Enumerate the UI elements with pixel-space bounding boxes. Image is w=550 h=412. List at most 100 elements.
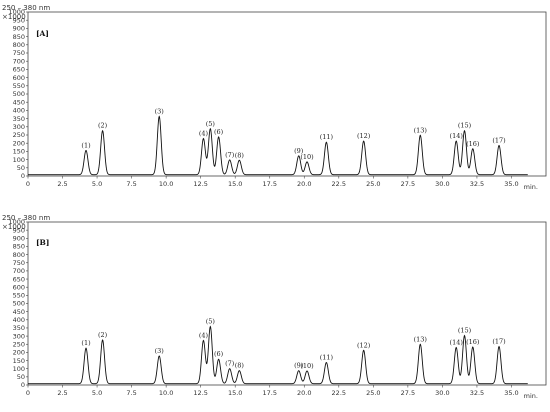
panel-b-x-tick-label: 27.5 (401, 389, 415, 397)
panel-a-peak-label: (12) (357, 132, 371, 140)
chromatogram-panel-b: 250 – 380 nm ×1000 [B] min. 050100150200… (2, 214, 547, 400)
panel-a-peak-label: (11) (320, 133, 334, 141)
panel-b-x-tick-label: 5.0 (92, 389, 102, 397)
panel-a-y-tick-label: 700 (13, 57, 25, 65)
panel-a-x-tick-label: 25.0 (366, 180, 380, 188)
panel-a-y-tick-label: 900 (13, 25, 25, 33)
panel-a-peak-label: (14) (450, 132, 464, 140)
panel-a-peak-label: (1) (81, 141, 91, 149)
panel-a-peak-label: (10) (300, 153, 314, 161)
panel-a-peak-label: (15) (458, 122, 472, 130)
panel-a-x-tick-label: 22.5 (332, 180, 346, 188)
panel-b-y-tick-label: 900 (13, 235, 25, 243)
panel-b-peak-label: (7) (225, 360, 235, 368)
panel-b-peak-label: (14) (450, 339, 464, 347)
panel-a-x-tick-label: 20.0 (297, 180, 311, 188)
panel-b-x-tick-label: 20.0 (297, 389, 311, 397)
panel-b-x-tick-label: 17.5 (262, 389, 276, 397)
panel-b-y-tick-label: 400 (13, 316, 25, 324)
panel-b-y-tick-label: 850 (13, 243, 25, 251)
panel-a-x-unit: min. (524, 183, 538, 191)
panel-a-x-tick-label: 7.5 (126, 180, 136, 188)
panel-a-y-tick-label: 100 (13, 156, 25, 164)
panel-b-y-tick-label: 500 (13, 300, 25, 308)
panel-b-y-tick-label: 700 (13, 267, 25, 275)
panel-b-peak-label: (15) (458, 327, 472, 335)
panel-b-label: [B] (36, 238, 49, 247)
panel-b-x-unit: min. (524, 392, 538, 400)
panel-a-peak-label: (13) (414, 126, 428, 134)
panel-b-x-tick-label: 30.0 (435, 389, 449, 397)
panel-a-y-tick-label: 500 (13, 90, 25, 98)
panel-a-x-tick-label: 35.0 (504, 180, 518, 188)
panel-a-peak-label: (6) (214, 128, 224, 136)
chromatogram-panel-a: 250 – 380 nm ×1000 [A] min. 050100150200… (2, 4, 547, 191)
panel-b-peak-label: (8) (235, 362, 245, 370)
panel-a-x-tick-label: 17.5 (262, 180, 276, 188)
panel-a-x-tick-label: 12.5 (193, 180, 207, 188)
panel-a-y-tick-label: 950 (13, 16, 25, 24)
panel-b-peak-label: (12) (357, 341, 371, 349)
panel-b-y-multiplier: ×1000 (2, 223, 26, 231)
panel-b-frame (27, 221, 547, 386)
panel-b-y-tick-label: 650 (13, 275, 25, 283)
panel-b-y-tick-label: 800 (13, 251, 25, 259)
panel-a-y-tick-label: 350 (13, 115, 25, 123)
panel-b-y-tick-label: 200 (13, 349, 25, 357)
panel-a-x-tick-label: 0 (26, 180, 30, 188)
panel-b-peak-label: (11) (320, 354, 334, 362)
panel-b-peak-label: (4) (199, 332, 209, 340)
panel-a-x-tick-label: 32.5 (470, 180, 484, 188)
panel-b-x-tick-label: 35.0 (504, 389, 518, 397)
panel-a-peak-label: (4) (199, 130, 209, 138)
panel-a-x-tick-label: 10.0 (159, 180, 173, 188)
panel-b-peak-label: (3) (155, 347, 165, 355)
panel-b-x-tick-label: 25.0 (366, 389, 380, 397)
panel-b-peak-label: (5) (206, 318, 216, 326)
panel-b-peak-label: (17) (492, 338, 506, 346)
panel-a-label: [A] (36, 29, 49, 38)
panel-a-y-tick-label: 650 (13, 66, 25, 74)
panel-b-y-tick-label: 0 (21, 381, 25, 389)
panel-b-x-tick-label: 32.5 (470, 389, 484, 397)
panel-a-wavelength: 250 – 380 nm (2, 4, 50, 12)
panel-b-trace (28, 325, 528, 385)
panel-a-frame (27, 11, 547, 177)
panel-b-y-tick-label: 150 (13, 357, 25, 365)
panel-a-trace (28, 115, 528, 176)
panel-a-y-tick-label: 550 (13, 82, 25, 90)
panel-b-peak-label: (1) (81, 339, 91, 347)
panel-b-x-tick-label: 22.5 (332, 389, 346, 397)
panel-b-x-tick-label: 0 (26, 389, 30, 397)
panel-b-y-tick-label: 100 (13, 365, 25, 373)
panel-a-y-tick-label: 250 (13, 131, 25, 139)
panel-a-x-tick-label: 5.0 (92, 180, 102, 188)
panel-b-peak-label: (9) (294, 362, 304, 370)
panel-b-y-tick-label: 550 (13, 292, 25, 300)
panel-a-y-tick-label: 300 (13, 123, 25, 131)
panel-a-x-tick-label: 15.0 (228, 180, 242, 188)
panel-a-x-tick-label: 30.0 (435, 180, 449, 188)
panel-a-peak-label: (3) (155, 107, 165, 115)
panel-b-y-tick-label: 300 (13, 332, 25, 340)
panel-a-y-tick-label: 450 (13, 98, 25, 106)
panel-b-x-tick-label: 7.5 (126, 389, 136, 397)
panel-a-y-tick-label: 600 (13, 74, 25, 82)
panel-a-peak-label: (16) (466, 140, 480, 148)
panel-a-y-tick-label: 50 (17, 164, 25, 172)
panel-a-peak-label: (7) (225, 151, 235, 159)
panel-a-peak-label: (2) (98, 122, 108, 130)
panel-b-wavelength: 250 – 380 nm (2, 214, 50, 222)
panel-b-peak-label: (2) (98, 331, 108, 339)
panel-a-x-tick-label: 2.5 (57, 180, 67, 188)
panel-b-y-tick-label: 50 (17, 373, 25, 381)
panel-a-peak-label: (17) (492, 136, 506, 144)
panel-b-y-tick-label: 600 (13, 283, 25, 291)
panel-a-y-multiplier: ×1000 (2, 13, 26, 21)
panel-b-y-tick-label: 750 (13, 259, 25, 267)
panel-a-x-tick-label: 27.5 (401, 180, 415, 188)
panel-b-y-tick-label: 250 (13, 340, 25, 348)
panel-a-y-tick-label: 1000 (8, 8, 25, 16)
panel-a-y-tick-label: 0 (21, 172, 25, 180)
